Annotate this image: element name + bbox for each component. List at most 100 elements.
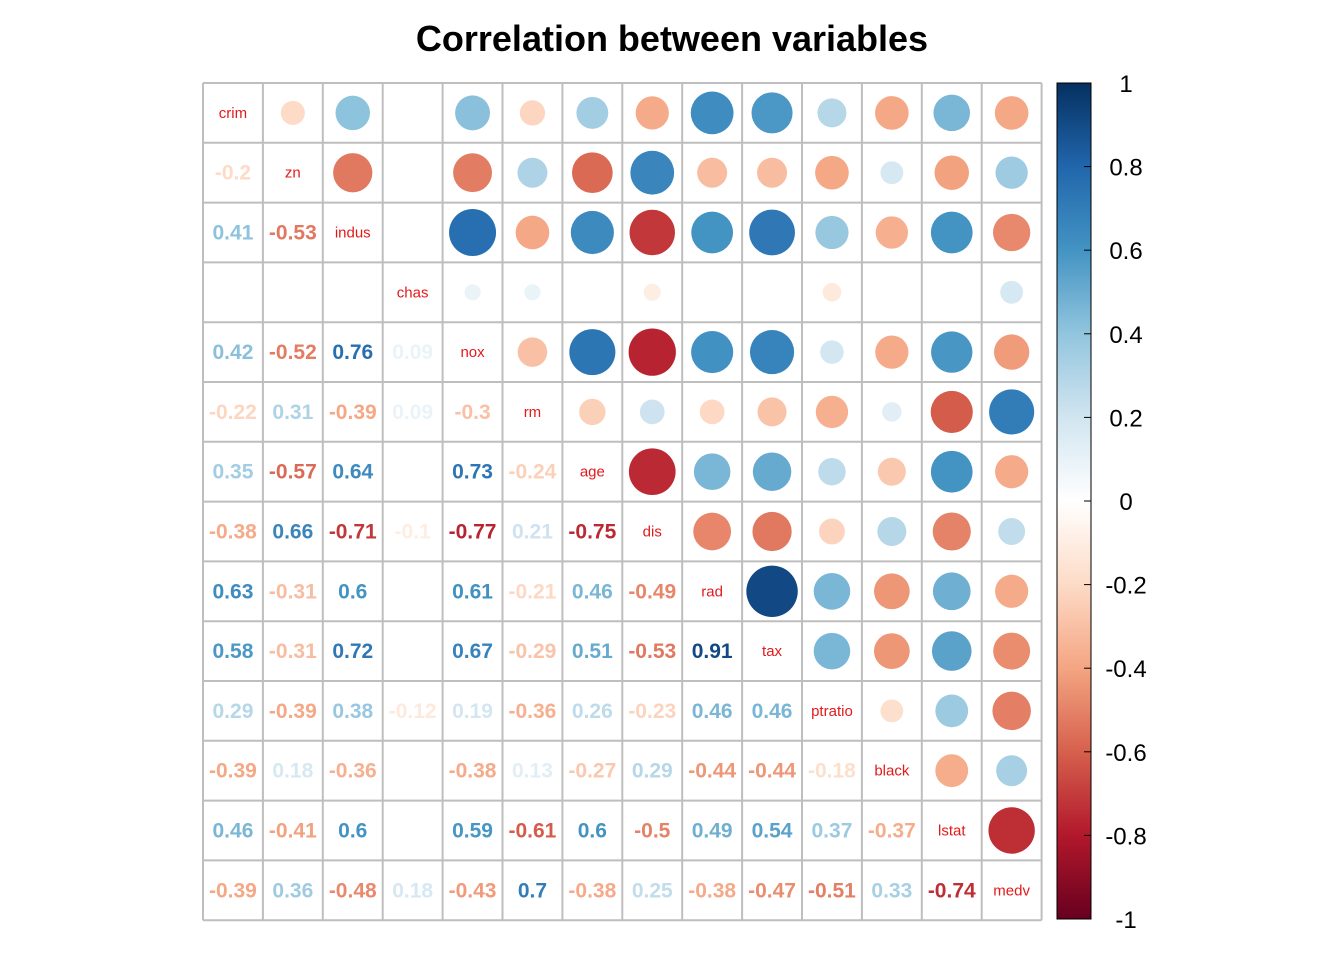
corr-circle-dis-rad — [693, 512, 732, 551]
corr-circle-lstat-medv — [988, 807, 1035, 854]
corr-circle-age-dis — [628, 448, 676, 496]
corr-value-rad-nox: 0.61 — [452, 580, 493, 603]
corr-value-black-crim: -0.39 — [209, 760, 257, 783]
corr-circle-rm-lstat — [930, 390, 973, 433]
corr-circle-crim-ptratio — [817, 98, 847, 128]
corr-value-rad-age: 0.46 — [572, 580, 613, 603]
corr-circle-rm-black — [882, 402, 902, 422]
corr-value-lstat-tax: 0.54 — [752, 820, 793, 843]
corr-value-tax-crim: 0.58 — [213, 640, 254, 663]
corr-value-dis-crim: -0.38 — [209, 521, 257, 544]
corr-circle-rm-tax — [757, 397, 787, 427]
corr-circle-rm-age — [579, 398, 606, 426]
corr-circle-tax-black — [873, 633, 910, 669]
corr-circle-ptratio-medv — [992, 691, 1031, 731]
corr-value-tax-rad: 0.91 — [692, 640, 733, 663]
diagonal-label-indus: indus — [335, 225, 371, 242]
colorbar-tick-label: -0.8 — [1105, 823, 1146, 850]
corr-circle-zn-black — [880, 161, 904, 185]
corr-value-ptratio-tax: 0.46 — [752, 700, 793, 723]
corr-circle-nox-dis — [628, 328, 676, 376]
grid — [202, 82, 1043, 922]
corr-value-lstat-rm: -0.61 — [509, 820, 557, 843]
colorbar-tick-label: -0.2 — [1105, 573, 1146, 600]
corr-value-rad-zn: -0.31 — [269, 580, 317, 603]
corr-value-tax-indus: 0.72 — [332, 640, 373, 663]
corr-value-dis-nox: -0.77 — [449, 521, 497, 544]
corr-value-lstat-black: -0.37 — [868, 820, 916, 843]
corr-circle-nox-age — [569, 329, 616, 376]
corr-value-black-rm: 0.13 — [512, 760, 553, 783]
corr-circle-age-tax — [752, 452, 792, 491]
corr-value-rad-crim: 0.63 — [213, 580, 254, 603]
corr-value-age-indus: 0.64 — [332, 461, 373, 484]
diagonal-label-ptratio: ptratio — [811, 703, 853, 720]
corr-circle-chas-ptratio — [822, 282, 842, 302]
corr-value-tax-nox: 0.67 — [452, 640, 493, 663]
corr-circle-indus-rad — [691, 211, 734, 254]
corr-circle-zn-nox — [453, 153, 492, 193]
corr-circle-rm-rad — [699, 399, 725, 425]
colorbar-tick-label: 0.6 — [1109, 238, 1142, 265]
corr-circle-rad-medv — [995, 574, 1029, 608]
corr-value-tax-age: 0.51 — [572, 640, 613, 663]
marks: crim -0.2 zn 0.41 -0.53 indus chas 0.42 -0.52 0.7… — [209, 91, 1035, 902]
corr-value-indus-crim: 0.41 — [213, 222, 254, 245]
corr-circle-chas-rm — [524, 284, 541, 301]
corr-value-medv-rm: 0.7 — [518, 879, 547, 902]
diagonal-label-rm: rm — [524, 404, 542, 421]
corr-value-nox-chas: 0.09 — [392, 341, 433, 364]
corr-value-lstat-crim: 0.46 — [213, 820, 254, 843]
corr-circle-tax-ptratio — [813, 632, 851, 670]
corr-circle-nox-medv — [993, 334, 1030, 370]
chart-title: Correlation between variables — [415, 18, 929, 59]
diagonal-label-age: age — [580, 464, 605, 481]
corr-circle-indus-tax — [749, 209, 795, 256]
corr-value-nox-crim: 0.42 — [213, 341, 254, 364]
corr-value-lstat-indus: 0.6 — [338, 820, 367, 843]
colorbar: 1 0.8 0.6 0.4 0.2 0 -0.2 -0.4 -0.6 -0.8 -1 — [1056, 71, 1147, 934]
corr-circle-rad-ptratio — [813, 573, 851, 610]
diagonal-label-crim: crim — [219, 105, 247, 122]
corr-circle-dis-lstat — [932, 512, 971, 551]
corr-value-rad-rm: -0.21 — [509, 580, 557, 603]
corr-value-lstat-dis: -0.5 — [634, 820, 671, 843]
corr-circle-crim-lstat — [933, 94, 971, 132]
corr-value-ptratio-crim: 0.29 — [213, 700, 254, 723]
corr-value-ptratio-indus: 0.38 — [332, 700, 373, 723]
corr-circle-age-lstat — [930, 450, 973, 493]
corr-value-medv-nox: -0.43 — [449, 879, 497, 902]
corr-value-zn-crim: -0.2 — [215, 162, 251, 185]
corr-circle-rad-black — [873, 573, 910, 610]
corr-value-medv-crim: -0.39 — [209, 879, 257, 902]
corr-circle-crim-rm — [519, 100, 546, 126]
corr-circle-nox-rad — [691, 331, 734, 374]
corr-circle-zn-rad — [697, 157, 728, 188]
corr-value-ptratio-nox: 0.19 — [452, 700, 493, 723]
corr-value-indus-zn: -0.53 — [269, 222, 317, 245]
corr-value-ptratio-chas: -0.12 — [389, 700, 437, 723]
corr-circle-age-medv — [995, 455, 1029, 489]
corr-value-dis-indus: -0.71 — [329, 521, 377, 544]
corr-circle-zn-medv — [995, 156, 1028, 189]
corr-circle-crim-zn — [280, 100, 305, 125]
corr-value-rm-chas: 0.09 — [392, 401, 433, 424]
corr-circle-crim-black — [875, 96, 909, 130]
corr-circle-zn-lstat — [934, 155, 970, 190]
colorbar-tick-label: -0.4 — [1105, 656, 1146, 683]
corr-circle-rad-lstat — [932, 572, 971, 611]
colorbar-tick-label: -1 — [1115, 907, 1136, 934]
corr-value-black-dis: 0.29 — [632, 760, 673, 783]
corr-circle-chas-nox — [464, 284, 481, 301]
corr-value-age-crim: 0.35 — [213, 461, 254, 484]
corr-value-lstat-ptratio: 0.37 — [812, 820, 853, 843]
corr-circle-indus-ptratio — [815, 215, 849, 250]
corr-circle-nox-lstat — [931, 331, 973, 373]
corr-circle-chas-medv — [1000, 280, 1024, 304]
corr-circle-crim-nox — [455, 95, 491, 131]
corr-value-medv-zn: 0.36 — [272, 879, 313, 902]
corr-circle-indus-nox — [449, 209, 497, 256]
corr-value-medv-age: -0.38 — [568, 879, 616, 902]
corr-circle-crim-rad — [690, 91, 734, 135]
